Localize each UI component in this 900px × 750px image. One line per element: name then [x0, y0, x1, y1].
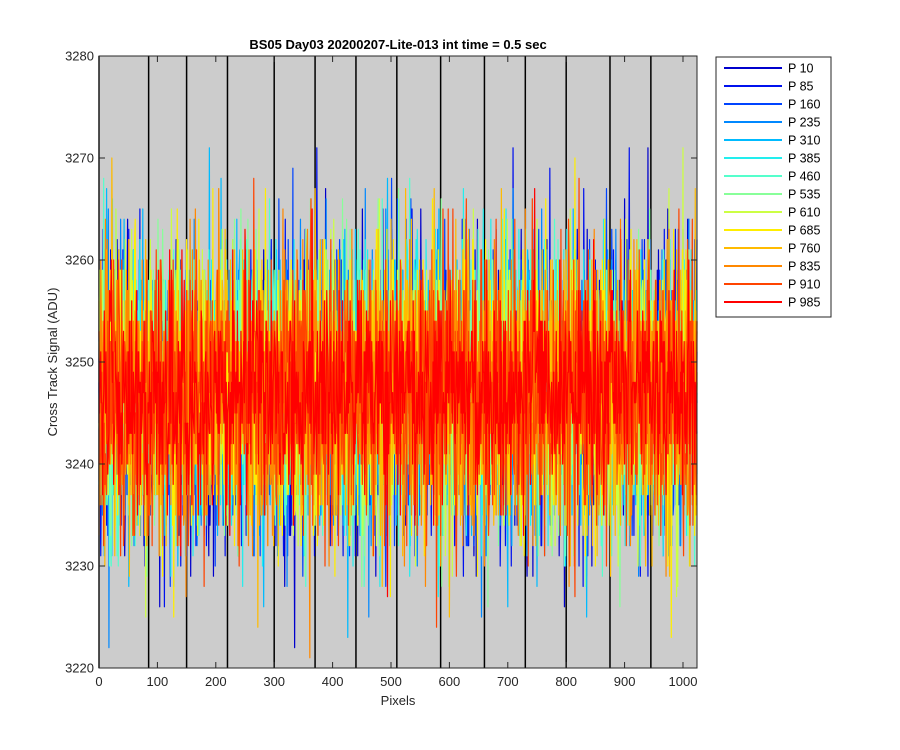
x-tick-label: 600 [439, 674, 461, 689]
x-tick-label: 200 [205, 674, 227, 689]
x-tick-label: 300 [263, 674, 285, 689]
x-tick-label: 500 [380, 674, 402, 689]
y-tick-label: 3250 [65, 355, 94, 370]
series-line [98, 188, 698, 598]
legend-label: P 910 [788, 278, 820, 292]
y-tick-label: 3270 [65, 151, 94, 166]
x-tick-label: 1000 [669, 674, 698, 689]
legend: P 10 P 85 P 160 P 235 P 310 P 385 P 460 P 535 P … [715, 56, 832, 318]
legend-box [715, 56, 832, 318]
plot-area [98, 55, 698, 669]
x-axis: 0 100 200 300 400 500 600 700 800 900 1000 [95, 56, 697, 689]
y-tick-label: 3220 [65, 661, 94, 676]
x-tick-label: 800 [555, 674, 577, 689]
y-axis-label: Cross Track Signal (ADU) [45, 288, 60, 437]
x-tick-label: 400 [322, 674, 344, 689]
y-tick-label: 3280 [65, 49, 94, 64]
legend-label: P 460 [788, 170, 820, 184]
chart-title: BS05 Day03 20200207-Lite-013 int time = … [249, 37, 546, 52]
legend-label: P 985 [788, 296, 820, 310]
x-tick-label: 700 [497, 674, 519, 689]
x-tick-label: 0 [95, 674, 102, 689]
y-tick-label: 3260 [65, 253, 94, 268]
x-tick-label: 900 [614, 674, 636, 689]
legend-label: P 10 [788, 62, 814, 76]
legend-label: P 385 [788, 152, 820, 166]
y-tick-label: 3240 [65, 457, 94, 472]
legend-label: P 685 [788, 224, 820, 238]
y-axis: 3220 3230 3240 3250 3260 3270 3280 [65, 49, 697, 676]
legend-label: P 760 [788, 242, 820, 256]
legend-label: P 235 [788, 116, 820, 130]
legend-label: P 610 [788, 206, 820, 220]
legend-label: P 535 [788, 188, 820, 202]
data-series [98, 147, 698, 659]
x-axis-label: Pixels [381, 693, 416, 708]
x-tick-label: 100 [147, 674, 169, 689]
y-tick-label: 3230 [65, 559, 94, 574]
legend-label: P 835 [788, 260, 820, 274]
legend-label: P 160 [788, 98, 820, 112]
legend-label: P 85 [788, 80, 814, 94]
legend-label: P 310 [788, 134, 820, 148]
